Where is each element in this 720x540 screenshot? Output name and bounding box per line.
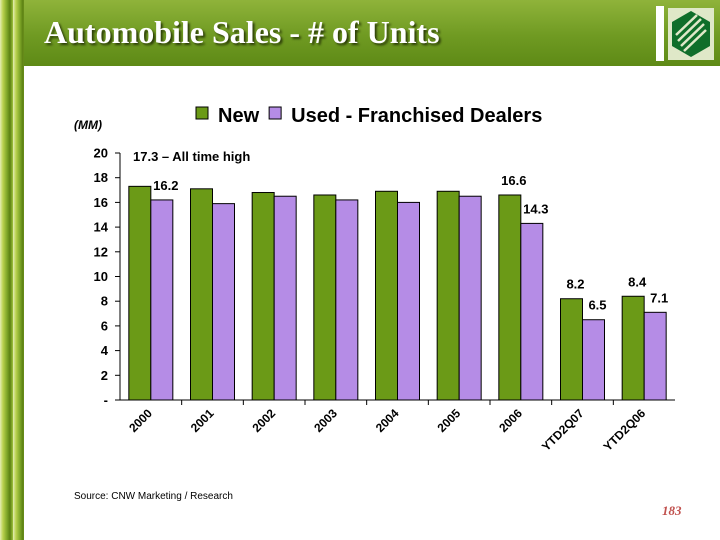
bar-new [498, 194, 522, 401]
y-axis-unit: (MM) [74, 118, 102, 132]
bar-used [643, 311, 667, 401]
legend-label: Used - Franchised Dealers [291, 105, 542, 127]
bar-used [520, 222, 544, 401]
bar-used [397, 201, 420, 401]
bar-new [621, 295, 645, 401]
x-tick-label: 2000 [126, 406, 155, 435]
header-band [0, 0, 720, 66]
bar-used [335, 199, 359, 401]
bar-new [128, 185, 152, 401]
bar-new [190, 188, 213, 401]
y-tick-label: 12 [94, 244, 108, 259]
logo-divider [656, 6, 664, 61]
y-tick-label: 4 [101, 343, 109, 358]
y-tick-label: 14 [94, 220, 109, 235]
data-label: 16.2 [153, 178, 178, 193]
y-tick-label: 8 [101, 294, 108, 309]
data-label: 16.6 [501, 173, 526, 188]
x-tick-label: 2004 [373, 406, 402, 435]
sidebar-stripes [0, 0, 24, 540]
slide-title: Automobile Sales - # of Units [44, 14, 440, 50]
x-tick-label: 2001 [188, 406, 217, 435]
x-tick-label: 2002 [250, 406, 279, 435]
legend-label: New [218, 105, 260, 127]
bank-logo-icon [668, 8, 714, 60]
bar-new [436, 190, 460, 401]
y-tick-label: 20 [94, 146, 108, 161]
bar-used [273, 195, 297, 401]
data-label: 7.1 [650, 290, 668, 305]
legend-swatch [195, 106, 209, 120]
y-tick-label: 2 [101, 368, 108, 383]
y-tick-label: 10 [94, 269, 108, 284]
data-label: 6.5 [588, 298, 606, 313]
data-label: 8.2 [566, 277, 584, 292]
data-label: 8.4 [628, 274, 647, 289]
bars [128, 185, 667, 401]
bar-used [458, 195, 482, 401]
chart-annotation: 17.3 – All time high [133, 149, 250, 164]
bar-new [313, 194, 337, 401]
data-label: 14.3 [523, 201, 548, 216]
y-tick-label: 6 [101, 318, 108, 333]
bar-used [212, 203, 235, 401]
y-tick-label: 16 [94, 195, 108, 210]
x-tick-label: 2003 [311, 406, 340, 435]
source-note: Source: CNW Marketing / Research [74, 491, 233, 502]
x-tick-label: YTD2Q06 [601, 406, 649, 454]
legend-swatch [268, 106, 282, 120]
bar-new [251, 192, 275, 401]
x-tick-label: 2006 [496, 406, 525, 435]
bar-used [150, 199, 174, 401]
legend: New Used - Franchised Dealers [195, 105, 542, 127]
y-tick-label: - [104, 393, 108, 408]
bar-new [375, 190, 398, 401]
bar-used [582, 319, 605, 401]
page-number: 183 [662, 503, 682, 518]
data-labels: 16.2 16.6 14.3 8.2 6.5 8.47.1 [153, 173, 668, 313]
y-tick-label: 18 [94, 170, 108, 185]
bar-new [560, 298, 583, 401]
x-tick-label: 2005 [435, 406, 464, 435]
x-tick-label: YTD2Q07 [539, 406, 587, 454]
